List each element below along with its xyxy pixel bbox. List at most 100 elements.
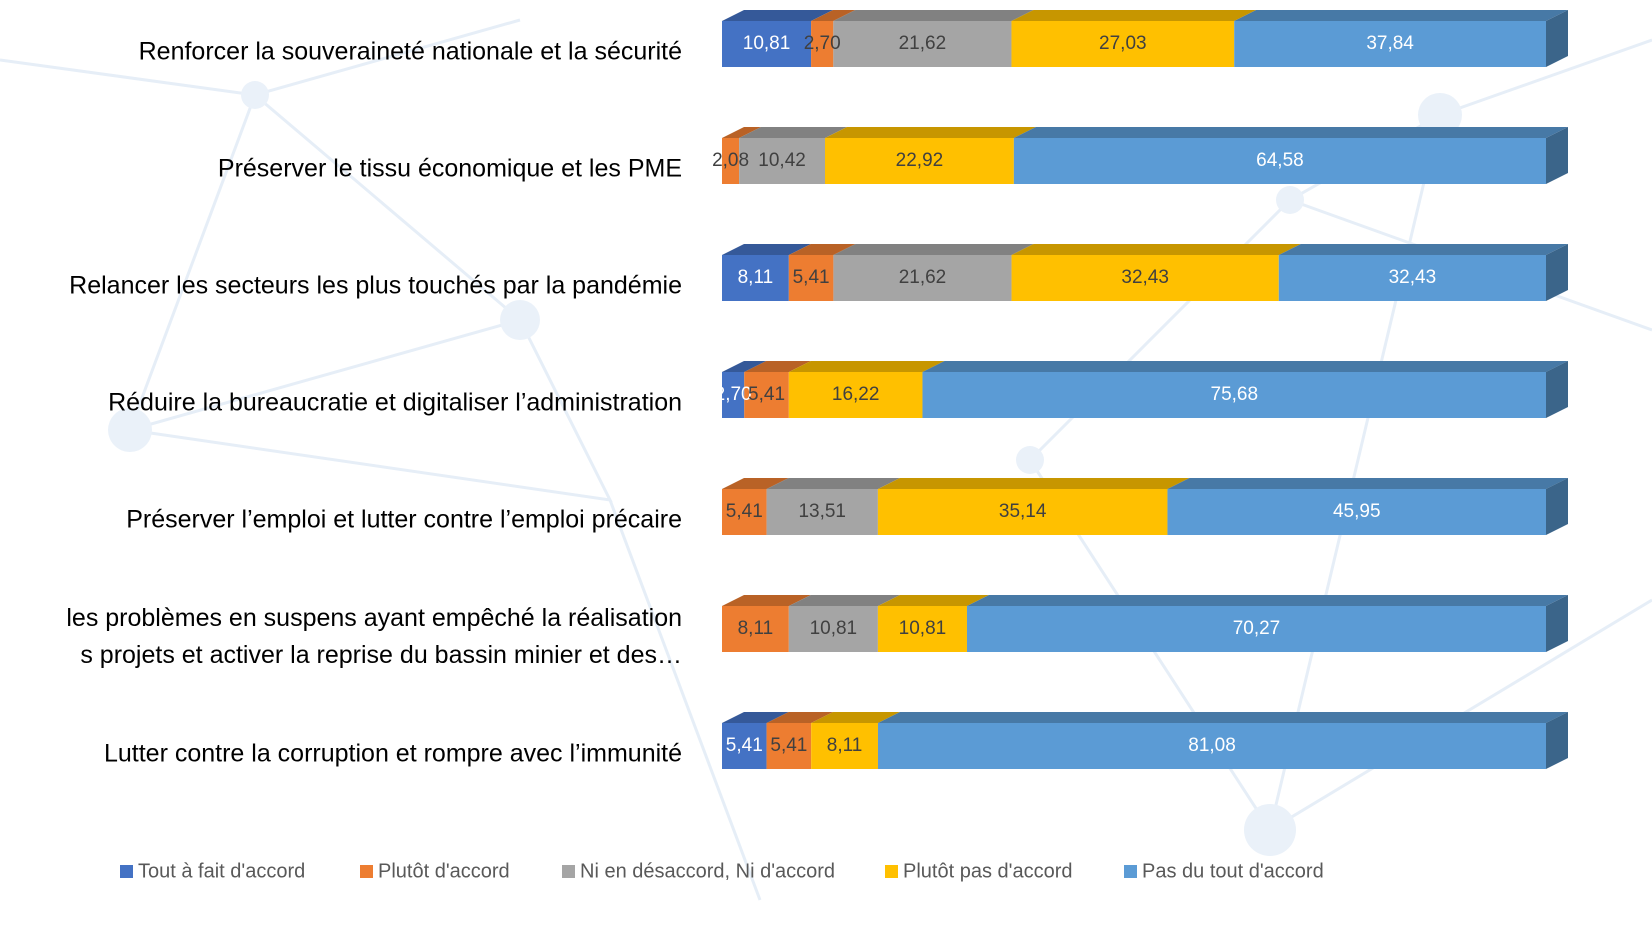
bar xyxy=(1167,489,1547,535)
category-label: les problèmes en suspens ayant empêché l… xyxy=(66,604,682,669)
value-label: 32,43 xyxy=(1121,267,1169,288)
category-label: Réduire la bureaucratie et digitaliser l… xyxy=(108,389,682,417)
bar xyxy=(722,138,740,184)
bar xyxy=(877,489,1168,535)
value-label: 35,14 xyxy=(999,501,1047,522)
value-label: 2,70 xyxy=(715,384,752,405)
value-label: 5,41 xyxy=(748,384,785,405)
bar-top xyxy=(722,712,789,723)
bar-side xyxy=(1546,712,1568,769)
bar xyxy=(722,723,767,769)
bar xyxy=(766,489,878,535)
bar xyxy=(877,606,967,652)
value-label: 45,95 xyxy=(1333,501,1381,522)
value-label: 5,41 xyxy=(793,267,830,288)
legend-swatch xyxy=(1124,865,1137,878)
background-network xyxy=(0,18,1652,901)
bar-side xyxy=(1546,244,1568,301)
bar-top xyxy=(811,10,856,21)
bar-top xyxy=(877,595,989,606)
bar-top xyxy=(811,712,900,723)
bar xyxy=(722,21,812,67)
value-label: 8,11 xyxy=(738,267,774,288)
bar-top xyxy=(1011,244,1301,255)
bar xyxy=(1278,255,1546,301)
bar-top xyxy=(722,478,789,489)
bar-side xyxy=(1546,361,1568,418)
bar-top xyxy=(744,361,811,372)
legend-label: Plutôt d'accord xyxy=(378,860,510,882)
category-label: Relancer les secteurs les plus touchés p… xyxy=(69,272,682,300)
value-label: 10,81 xyxy=(743,33,791,54)
bar xyxy=(1013,138,1546,184)
bar xyxy=(1234,21,1546,67)
value-label: 5,41 xyxy=(726,735,763,756)
value-label: 21,62 xyxy=(899,267,947,288)
bar-side xyxy=(1546,10,1568,67)
bar xyxy=(1011,255,1279,301)
bar xyxy=(722,489,767,535)
value-label: 16,22 xyxy=(832,384,880,405)
bar-side xyxy=(1546,127,1568,184)
bar-top xyxy=(722,244,811,255)
legend-label: Tout à fait d'accord xyxy=(138,860,305,882)
bar-top xyxy=(922,361,1569,372)
category-label: Préserver le tissu économique et les PME xyxy=(218,155,682,183)
value-label: 2,08 xyxy=(712,150,749,171)
legend-swatch xyxy=(562,865,575,878)
value-label: 5,41 xyxy=(726,501,763,522)
value-label: 81,08 xyxy=(1188,735,1236,756)
value-label: 37,84 xyxy=(1366,33,1414,54)
bar-top xyxy=(766,712,834,723)
bar xyxy=(744,372,789,418)
value-label: 13,51 xyxy=(798,501,846,522)
bar-top xyxy=(1011,10,1257,21)
bar-top xyxy=(1234,10,1568,21)
bar xyxy=(788,606,878,652)
value-label: 10,81 xyxy=(899,618,947,639)
bar xyxy=(833,21,1012,67)
bar xyxy=(966,606,1546,652)
category-label: Lutter contre la corruption et rompre av… xyxy=(104,740,682,768)
bar xyxy=(811,723,878,769)
bar xyxy=(811,21,834,67)
bar xyxy=(722,372,745,418)
bar-top xyxy=(722,127,762,138)
value-label: 2,70 xyxy=(804,33,841,54)
legend-swatch xyxy=(120,865,133,878)
bar xyxy=(922,372,1547,418)
bar-top xyxy=(788,361,945,372)
value-label: 64,58 xyxy=(1256,150,1304,171)
value-label: 8,11 xyxy=(827,735,863,756)
bar-top xyxy=(788,595,900,606)
bar-top xyxy=(825,127,1036,138)
bar-top xyxy=(833,10,1034,21)
bar-side xyxy=(1546,478,1568,535)
bar xyxy=(722,255,789,301)
legend-label: Pas du tout d'accord xyxy=(1142,860,1324,882)
value-label: 8,11 xyxy=(738,618,774,639)
legend-swatch xyxy=(360,865,373,878)
bar-top xyxy=(739,127,847,138)
bar-top xyxy=(877,478,1190,489)
bar xyxy=(877,723,1547,769)
bar xyxy=(788,372,923,418)
bar xyxy=(1011,21,1235,67)
value-label: 10,81 xyxy=(810,618,858,639)
bar xyxy=(788,255,834,301)
value-label: 5,41 xyxy=(770,735,807,756)
legend-label: Plutôt pas d'accord xyxy=(903,860,1072,882)
bar-top xyxy=(722,10,834,21)
value-label: 32,43 xyxy=(1389,267,1437,288)
bar-side xyxy=(1546,595,1568,652)
bar-top xyxy=(966,595,1568,606)
value-label: 10,42 xyxy=(758,150,806,171)
bar-top xyxy=(722,361,767,372)
category-label: Renforcer la souveraineté nationale et l… xyxy=(139,38,682,66)
value-label: 22,92 xyxy=(896,150,944,171)
bar-top xyxy=(766,478,900,489)
bar-top xyxy=(1278,244,1568,255)
bar-top xyxy=(833,244,1034,255)
bar xyxy=(739,138,825,184)
